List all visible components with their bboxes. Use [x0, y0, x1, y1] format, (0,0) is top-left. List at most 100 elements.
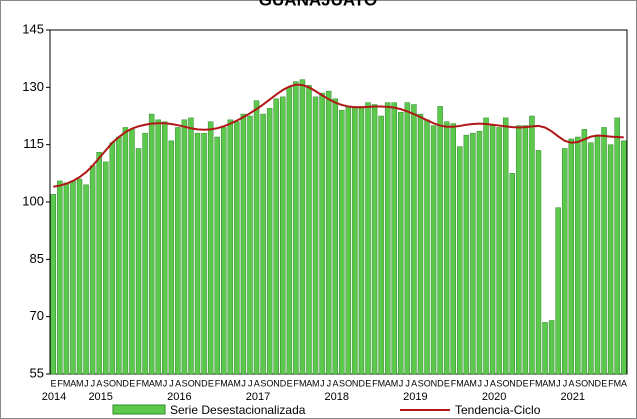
x-tick-label: J — [556, 378, 560, 388]
x-tick-label: E — [523, 378, 529, 388]
x-tick-label: A — [621, 378, 627, 388]
x-tick-label: A — [70, 378, 76, 388]
y-tick-label: 130 — [22, 79, 44, 94]
bar — [594, 134, 601, 375]
bar — [319, 92, 325, 375]
x-tick-label: A — [385, 378, 391, 388]
bar — [522, 125, 529, 375]
x-tick-label: M — [391, 378, 398, 388]
x-tick-label: M — [220, 378, 227, 388]
x-tick-label: A — [149, 378, 155, 388]
x-tick-label: N — [273, 378, 279, 388]
x-tick-label: F — [136, 378, 142, 388]
bar — [116, 136, 122, 375]
x-tick-label: M — [456, 378, 463, 388]
y-tick-label: 115 — [23, 136, 44, 151]
x-tick-label: M — [469, 378, 476, 388]
year-label: 2018 — [324, 391, 348, 403]
bar — [266, 108, 273, 375]
bar — [129, 129, 135, 375]
bar — [286, 87, 293, 375]
x-tick-label: D — [437, 378, 444, 388]
x-tick-label: M — [312, 378, 319, 388]
x-tick-label: J — [484, 378, 488, 388]
bar — [201, 132, 207, 375]
bar — [424, 119, 430, 375]
x-tick-label: J — [405, 378, 409, 388]
x-tick-label: N — [431, 378, 437, 388]
x-tick-label: M — [142, 378, 149, 388]
x-tick-label: O — [266, 378, 273, 388]
bar — [221, 127, 227, 375]
bar — [365, 102, 371, 375]
x-tick-label: M — [233, 378, 240, 388]
x-tick-label: S — [575, 378, 581, 388]
x-tick-label: O — [109, 378, 116, 388]
bar — [502, 117, 509, 375]
x-tick-label: J — [399, 378, 403, 388]
x-tick-label: S — [496, 378, 502, 388]
bar — [227, 119, 234, 375]
bar — [63, 182, 70, 375]
x-tick-label: A — [175, 378, 181, 388]
x-tick-label: M — [63, 378, 70, 388]
x-tick-label: M — [378, 378, 385, 388]
y-tick-label: 55 — [30, 365, 44, 380]
x-tick-label: E — [208, 378, 214, 388]
bar — [548, 320, 555, 375]
x-tick-label: J — [163, 378, 167, 388]
x-tick-label: A — [490, 378, 496, 388]
bar — [332, 98, 338, 375]
x-tick-label: J — [241, 378, 245, 388]
bar — [509, 173, 515, 375]
bar — [358, 106, 365, 375]
x-tick-label: J — [84, 378, 88, 388]
x-tick-label: J — [169, 378, 173, 388]
bar — [378, 115, 384, 375]
x-tick-label: O — [345, 378, 352, 388]
bar — [162, 121, 168, 375]
bar — [483, 117, 489, 375]
bar — [352, 106, 358, 375]
x-tick-label: E — [601, 378, 607, 388]
year-label: 2016 — [167, 391, 191, 403]
bar — [384, 102, 391, 375]
bar — [273, 98, 279, 375]
chart-title: GUANAJUATO — [259, 0, 377, 9]
x-tick-label: F — [293, 378, 299, 388]
x-tick-label: J — [320, 378, 324, 388]
bar — [398, 111, 404, 375]
bar — [496, 127, 502, 375]
year-label: 2017 — [246, 391, 270, 403]
bar — [50, 194, 57, 375]
x-tick-label: M — [548, 378, 555, 388]
bar — [109, 142, 116, 375]
bar — [581, 129, 588, 375]
bar — [489, 125, 496, 375]
x-tick-label: M — [76, 378, 83, 388]
x-tick-label: A — [254, 378, 260, 388]
y-tick-label: 70 — [30, 308, 44, 323]
bar — [168, 140, 175, 375]
trend-line — [53, 83, 624, 188]
bar — [57, 180, 63, 375]
legend-label: Serie Desestacionalizada — [170, 403, 306, 417]
bar — [588, 142, 594, 375]
year-label: 2021 — [561, 391, 585, 403]
bar — [214, 136, 220, 375]
bar — [463, 134, 470, 375]
bar — [293, 81, 299, 375]
x-tick-label: M — [299, 378, 306, 388]
x-tick-label: O — [581, 378, 588, 388]
y-tick-label: 100 — [22, 193, 44, 208]
bar — [70, 180, 76, 375]
bar — [339, 110, 345, 375]
bar — [391, 102, 397, 375]
x-tick-label: D — [122, 378, 129, 388]
x-tick-label: S — [182, 378, 188, 388]
x-tick-label: N — [352, 378, 358, 388]
x-tick-label: F — [451, 378, 457, 388]
x-tick-label: D — [594, 378, 601, 388]
x-tick-label: O — [188, 378, 195, 388]
